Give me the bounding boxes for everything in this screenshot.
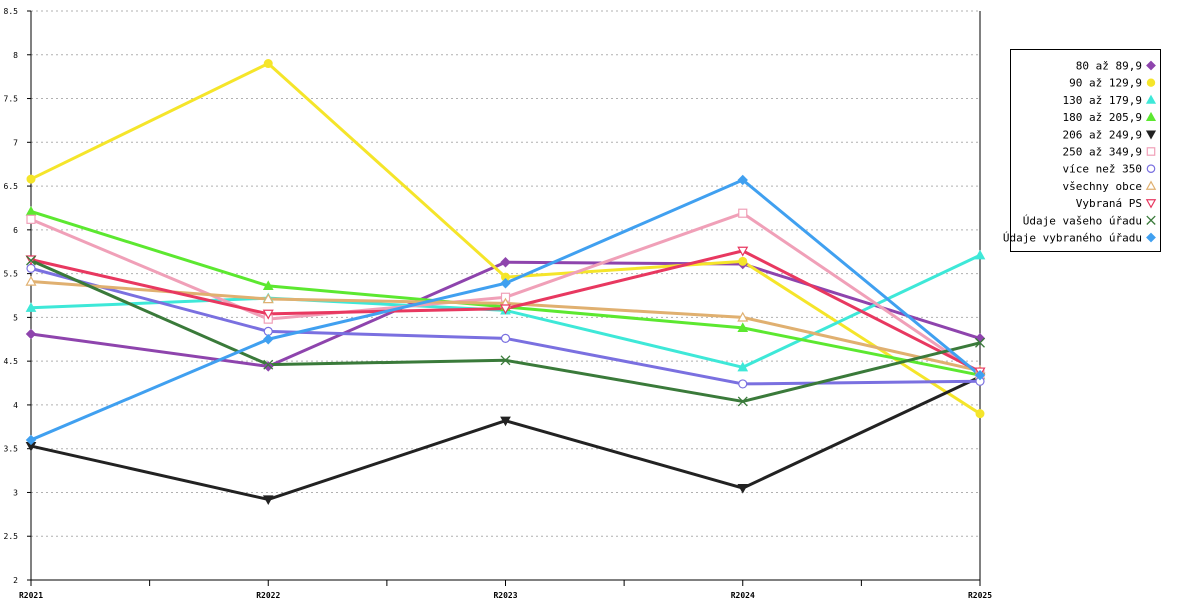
data-point (263, 59, 273, 69)
legend-marker (1145, 94, 1157, 104)
data-point (738, 256, 748, 266)
data-point (737, 246, 749, 257)
legend-label: všechny obce (1063, 180, 1142, 193)
grid-lines (31, 10, 980, 537)
legend-marker (1146, 78, 1156, 87)
data-point (737, 361, 749, 372)
legend-label: více než 350 (1063, 163, 1142, 176)
y-tick-label: 3 (13, 488, 18, 497)
data-point (974, 249, 986, 260)
legend-marker (1145, 111, 1157, 121)
y-tick-label: 8.5 (4, 7, 19, 16)
data-point (263, 361, 274, 372)
data-point (737, 483, 749, 494)
x-tick-label: R2023 (493, 591, 517, 600)
legend-marker (1146, 147, 1156, 156)
data-point (26, 263, 36, 273)
legend-marker (1146, 60, 1156, 71)
y-tick-label: 2.5 (4, 532, 19, 541)
legend-label: 130 až 179,9 (1063, 94, 1142, 107)
legend-label: 90 až 129,9 (1069, 77, 1142, 90)
x-tick-label: R2021 (19, 591, 43, 600)
data-point (499, 304, 512, 315)
legend-marker (1145, 130, 1157, 140)
x-tick-label: R2025 (968, 591, 992, 600)
data-point (25, 275, 37, 286)
data-point (500, 333, 511, 343)
data-point (262, 309, 274, 320)
series-line (30, 375, 981, 501)
legend-label: Údaje vybraného úřadu (1003, 232, 1142, 245)
y-tick-label: 4.5 (4, 357, 19, 366)
data-point (974, 369, 986, 381)
data-point (737, 174, 748, 186)
data-point (25, 434, 37, 446)
data-point (26, 255, 36, 266)
data-point (500, 257, 511, 268)
data-point (500, 278, 511, 289)
x-tick-label: R2022 (256, 591, 280, 600)
data-point (974, 333, 986, 344)
axes: 2 2.5 3 3.5 4 4.5 5 5.5 6 6.5 7 7.5 8 8.5 R2021 R2022 R2… (4, 7, 993, 600)
legend-marker (1146, 164, 1156, 174)
legend-label: 80 až 89,9 (1076, 60, 1142, 73)
y-tick-label: 3.5 (4, 445, 19, 454)
legend-marker (1145, 180, 1157, 190)
data-point (25, 302, 37, 312)
data-point (975, 409, 985, 419)
data-point (738, 379, 748, 389)
data-point (262, 280, 274, 290)
legend-label: 250 až 349,9 (1063, 146, 1142, 159)
y-tick-label: 6.5 (4, 182, 19, 191)
legend-marker (1146, 232, 1156, 243)
data-point (500, 416, 511, 427)
data-point (975, 337, 985, 348)
data-point (26, 174, 36, 184)
data-point (262, 293, 274, 304)
data-point (262, 495, 274, 505)
data-point (500, 355, 511, 366)
data-point (737, 322, 749, 332)
y-tick-label: 5 (13, 313, 18, 322)
y-tick-label: 7 (13, 138, 18, 147)
legend-marker (1145, 199, 1157, 209)
data-point (737, 396, 748, 407)
data-point (737, 311, 749, 322)
legend-label: 206 až 249,9 (1063, 128, 1142, 141)
data-point (26, 214, 36, 224)
data-point (25, 328, 37, 340)
x-tick-label: R2024 (731, 591, 755, 600)
legend-box (1010, 49, 1161, 252)
y-tick-label: 7.5 (4, 95, 19, 104)
data-point (263, 334, 274, 345)
legend: 80 až 89,9 90 až 129,9 130 až 179,9 180 až … (1003, 49, 1161, 252)
legend-label: Údaje vašeho úřadu (1023, 214, 1142, 227)
y-tick-label: 8 (13, 51, 18, 60)
data-point (263, 359, 274, 370)
legend-label: 180 až 205,9 (1063, 111, 1142, 124)
y-tick-label: 6 (13, 226, 18, 235)
y-tick-label: 4 (13, 401, 18, 410)
legend-label: Vybraná PS (1076, 197, 1142, 210)
series-lines (25, 59, 986, 505)
y-tick-label: 2 (13, 576, 18, 585)
legend-marker (1146, 215, 1156, 225)
y-tick-label: 5.5 (4, 270, 19, 279)
data-point (738, 208, 748, 218)
